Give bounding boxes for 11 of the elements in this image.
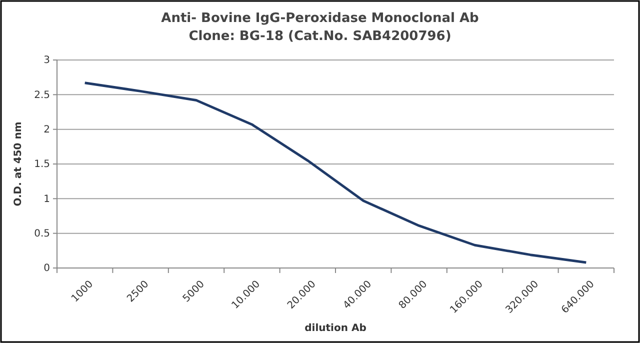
y-tick-label: 0.5 [34,228,50,240]
y-tick-label: 1.5 [34,159,50,170]
x-axis-title: dilution Ab [304,323,366,334]
y-axis-title: O.D. at 450 nm [13,122,24,206]
y-tick-label: 2 [44,124,50,136]
y-tick-label: 0 [44,263,50,274]
y-tick-label: 1 [44,194,50,205]
line-series [84,82,588,264]
chart-title: Anti- Bovine IgG-Peroxidase Monoclonal Ab Clone: BG-18 (Cat.No. SAB4200796) [161,11,479,44]
y-tick-label: 2.5 [34,90,50,101]
y-tick-label: 3 [44,55,50,66]
